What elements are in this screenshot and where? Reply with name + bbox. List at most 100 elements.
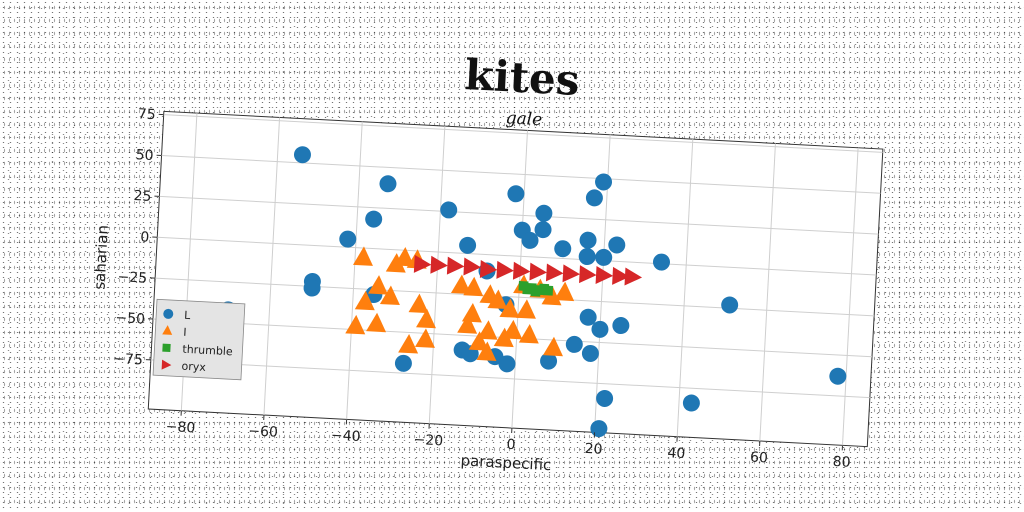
data-point (366, 312, 387, 333)
y-tick-label: 75 (137, 106, 156, 123)
data-point (585, 189, 603, 207)
data-point (595, 266, 614, 285)
y-grid-line (161, 155, 881, 194)
series-thrumble (518, 280, 554, 297)
legend-marker (162, 325, 173, 335)
data-point (446, 256, 465, 275)
y-grid-line (163, 114, 883, 153)
y-tick-label: −75 (113, 351, 143, 369)
y-tick-label: 25 (133, 188, 152, 205)
y-grid-line (157, 236, 877, 276)
data-point (379, 285, 400, 306)
data-point (543, 336, 563, 357)
data-point (521, 231, 539, 249)
x-grid-line (841, 147, 859, 446)
x-grid-line (428, 126, 446, 424)
data-point (543, 285, 554, 296)
x-tick-label: 40 (667, 445, 686, 462)
data-point (515, 299, 536, 319)
data-point (721, 296, 739, 314)
x-tick-label: 20 (584, 441, 603, 458)
x-tick-label: 60 (750, 450, 769, 467)
data-point (579, 308, 597, 326)
data-point (565, 335, 583, 353)
x-tick-label: −40 (331, 428, 361, 446)
data-point (499, 298, 520, 318)
data-point (476, 341, 497, 361)
series-l (219, 146, 847, 438)
legend-label: thrumble (182, 343, 233, 359)
data-point (595, 248, 613, 266)
data-point (352, 246, 373, 266)
figure-title: kites (464, 50, 581, 105)
legend-label: I (183, 326, 187, 339)
data-point (430, 255, 448, 274)
legend-label: L (184, 309, 192, 322)
y-tick-label: −25 (117, 269, 147, 287)
y-grid-line (159, 195, 879, 235)
data-point (507, 185, 525, 203)
data-point (498, 355, 516, 373)
data-point (545, 263, 564, 282)
y-tick-label: −50 (115, 310, 145, 328)
x-grid-line (346, 121, 363, 420)
x-tick-label: 80 (832, 454, 851, 471)
legend-marker (161, 359, 172, 370)
x-axis-label: paraspecific (460, 451, 552, 474)
data-point (829, 367, 847, 385)
data-point (450, 274, 471, 295)
x-grid-line (263, 117, 281, 416)
data-point (339, 230, 357, 248)
y-grid-line (150, 359, 870, 399)
data-point (512, 261, 531, 280)
data-point (596, 389, 614, 407)
y-axis-ticks: 75 50 25 0 −25 −50 −75 (113, 106, 164, 369)
data-point (534, 221, 552, 239)
data-point (457, 314, 478, 334)
x-tick-label: −80 (165, 419, 195, 437)
data-point (612, 266, 630, 285)
data-point (595, 173, 613, 191)
legend-label: oryx (181, 360, 206, 374)
data-point (408, 293, 429, 314)
x-grid-line (676, 139, 694, 437)
data-point (487, 289, 508, 310)
data-point (518, 323, 539, 344)
data-point (652, 253, 670, 271)
legend-box (152, 298, 246, 381)
data-point (413, 254, 432, 273)
data-point (554, 240, 572, 258)
data-point (541, 285, 562, 306)
data-point (529, 262, 548, 281)
x-grid-line (511, 130, 529, 429)
data-point (440, 201, 458, 219)
axes-title: gale (505, 108, 543, 130)
data-point (562, 264, 581, 283)
data-point (414, 328, 435, 348)
data-point (624, 267, 643, 286)
data-point (345, 314, 366, 335)
data-point (608, 236, 626, 254)
data-point (416, 308, 436, 329)
data-point (591, 320, 609, 338)
data-point (479, 259, 498, 278)
data-point (394, 246, 415, 267)
x-axis-ticks: −80 −60 −40 −20 0 20 40 60 80 (165, 410, 851, 471)
data-point (463, 257, 481, 276)
data-point (354, 290, 375, 311)
legend-marker (163, 308, 174, 319)
x-grid-line (759, 143, 776, 442)
data-point (365, 210, 383, 228)
y-tick-label: 0 (140, 229, 150, 245)
plot-area (147, 110, 884, 448)
x-tick-label: −20 (413, 432, 443, 450)
data-point (398, 334, 419, 354)
data-point (459, 236, 477, 254)
data-point (682, 394, 700, 412)
data-point (303, 279, 321, 297)
data-point (468, 331, 489, 351)
data-point (293, 146, 311, 164)
data-point (463, 276, 484, 297)
